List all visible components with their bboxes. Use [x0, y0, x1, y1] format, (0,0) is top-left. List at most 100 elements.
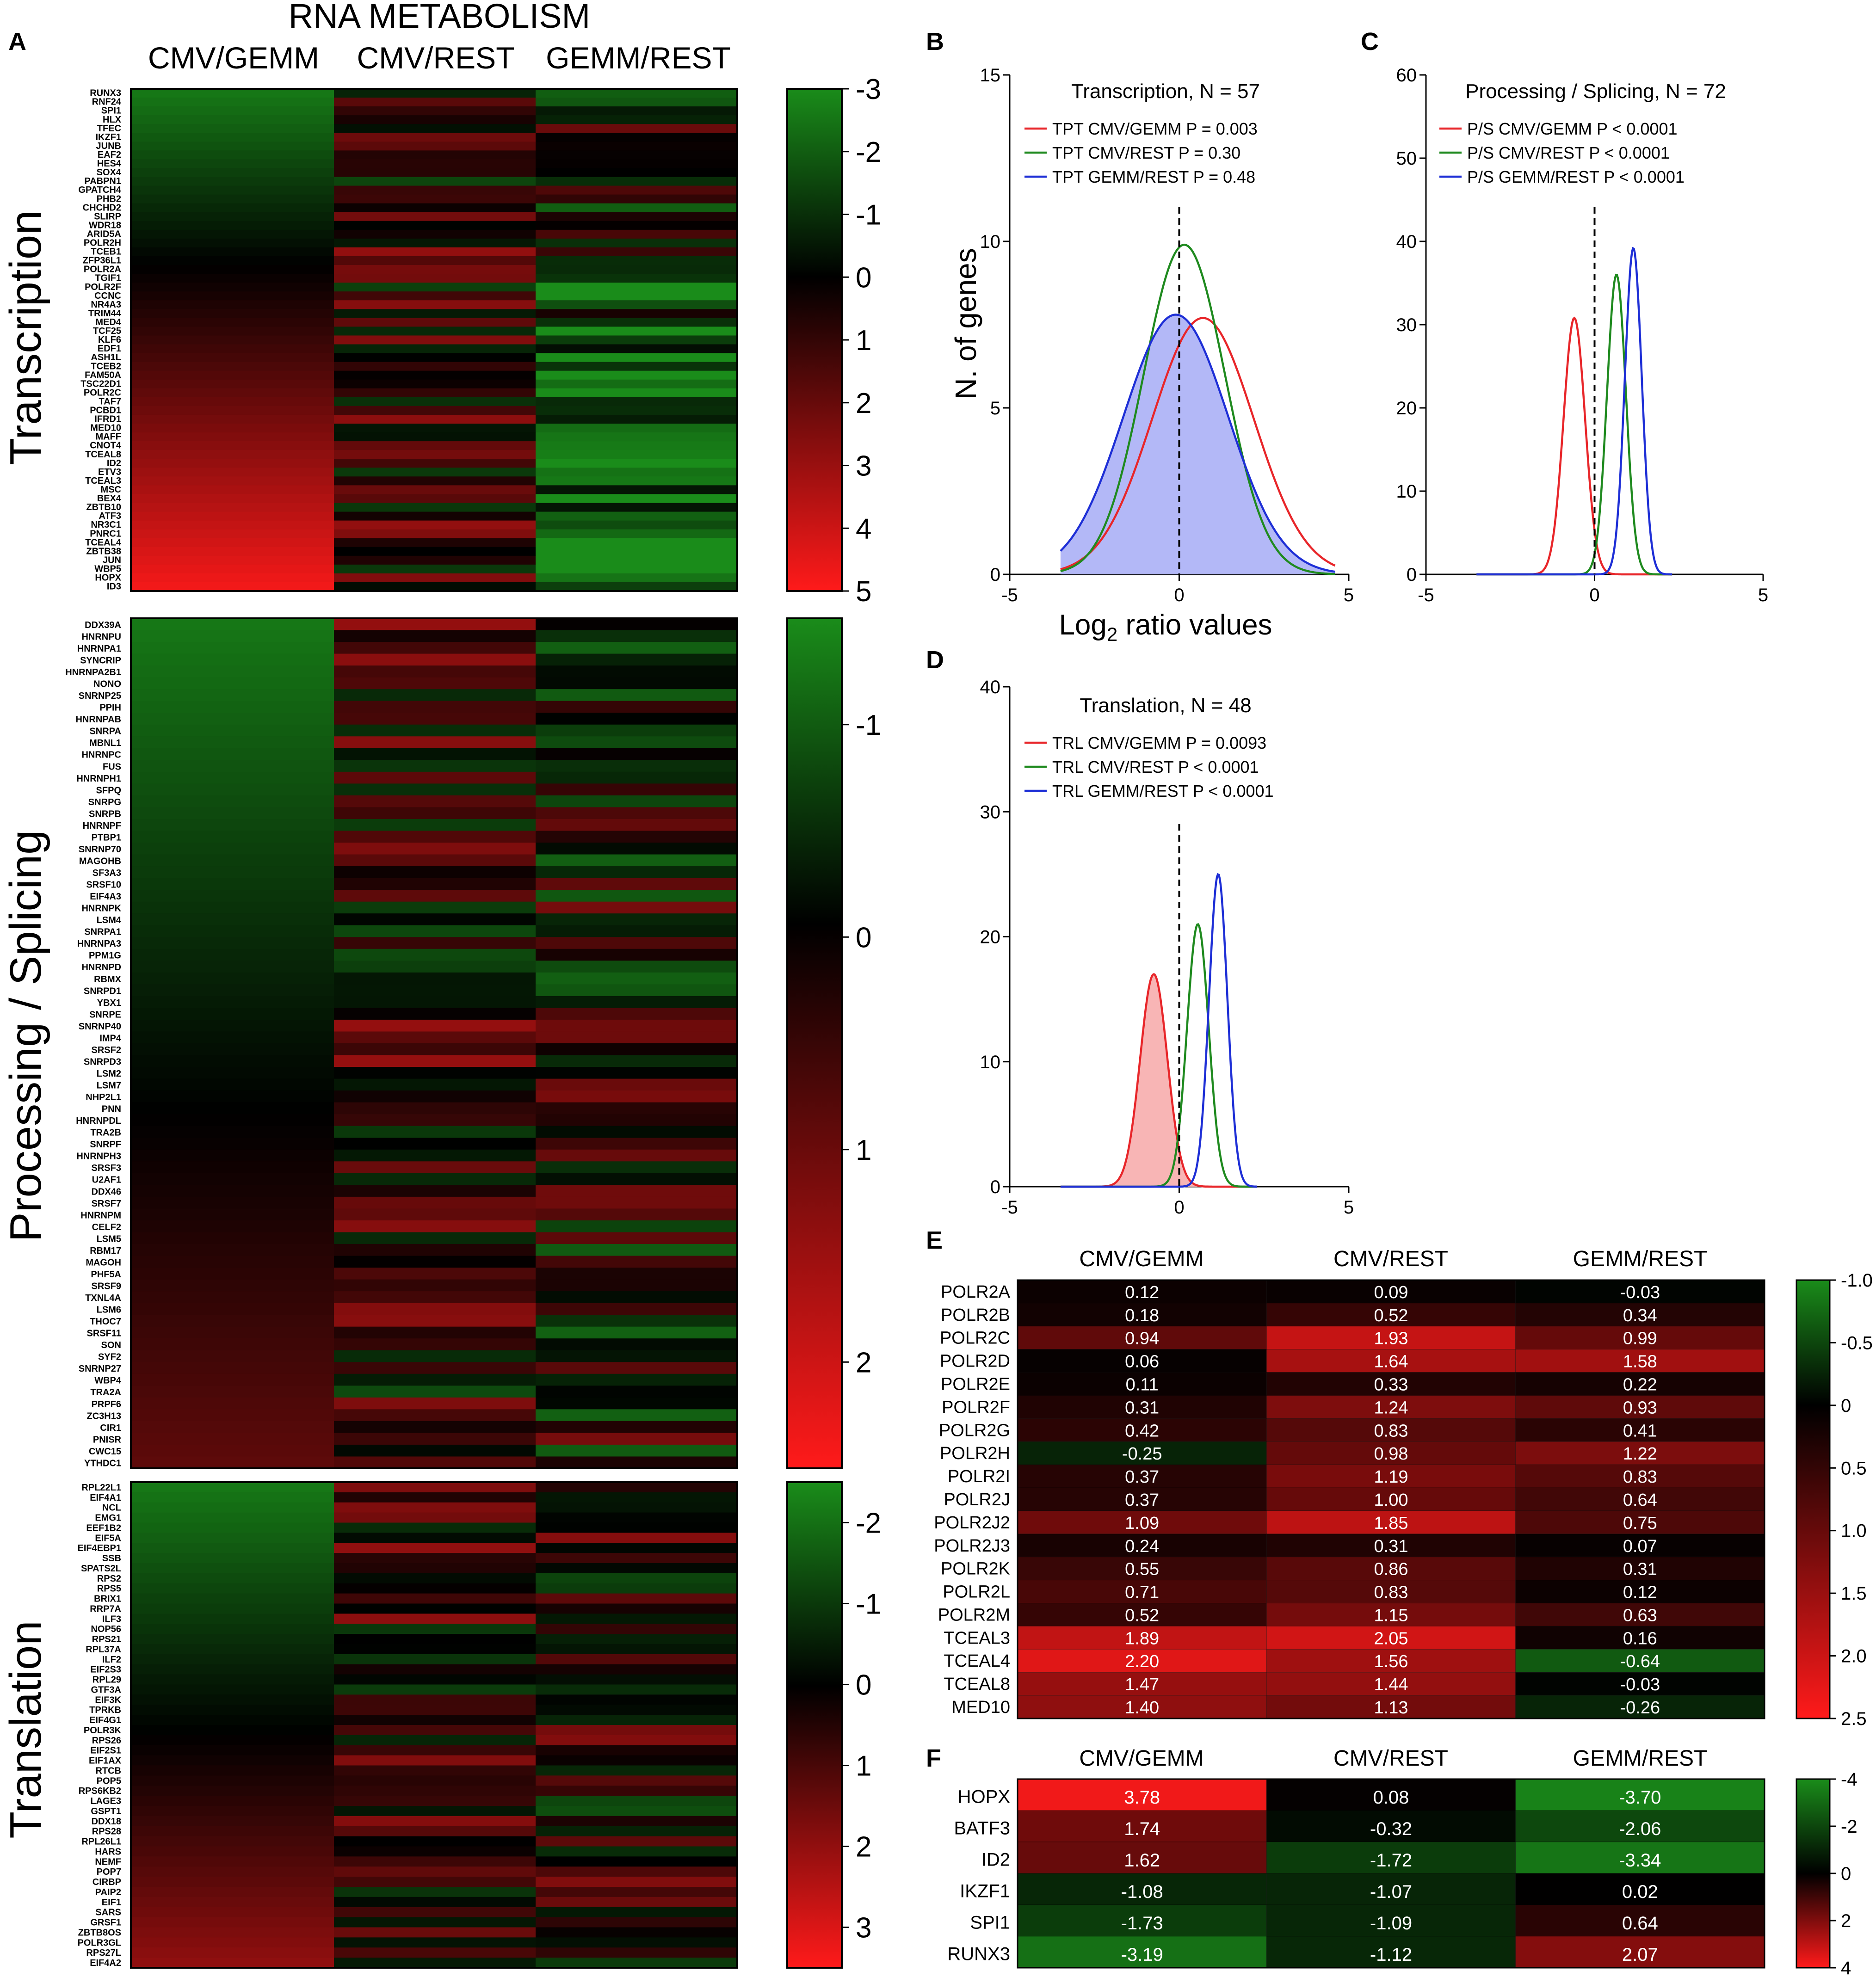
heat-cell — [1266, 1810, 1516, 1842]
heatmap-a-cell — [334, 771, 536, 784]
gene-label: GRSF1 — [90, 1918, 121, 1928]
heat-row-label: TCEAL4 — [944, 1651, 1010, 1671]
heatmap-a-cell — [334, 701, 536, 713]
legend-label: TPT GEMM/REST P = 0.48 — [1052, 167, 1255, 186]
heat-cell-value: 0.41 — [1623, 1421, 1657, 1441]
heatmap-a-cell — [132, 424, 334, 433]
heatmap-a-cell — [536, 1735, 738, 1746]
heatmap-a-cell — [334, 1291, 536, 1304]
heatmap-a-cell — [536, 807, 738, 819]
heatmap-a-cell — [536, 441, 738, 450]
heatmap-a-cell — [132, 529, 334, 539]
heatmap-a-cell — [132, 760, 334, 772]
gene-label: MED10 — [90, 423, 121, 433]
heat-cell-value: 0.83 — [1374, 1583, 1408, 1602]
heat-cell-value: 0.11 — [1126, 1375, 1159, 1394]
heatmap-a-cell — [132, 185, 334, 195]
heat-cell-value: -1.08 — [1121, 1882, 1163, 1902]
heatmap-a-cell — [132, 1614, 334, 1624]
heatmap-a-cell — [334, 1397, 536, 1410]
heatmap-a-cell — [536, 1573, 738, 1584]
heatmap-a-cell — [132, 1877, 334, 1887]
heatmap-a-cell — [536, 468, 738, 477]
heatmap-a-cell — [536, 1563, 738, 1574]
gene-label: SNRPB — [89, 809, 121, 819]
gene-label: PCBD1 — [90, 406, 121, 416]
gene-label: POLR2A — [84, 265, 121, 275]
gene-label: HNRNPF — [83, 821, 121, 831]
heatmap-a-cell — [132, 1745, 334, 1756]
heat-cell-value: 1.00 — [1374, 1490, 1408, 1510]
heatmap-a-cell — [132, 247, 334, 257]
heat-cell-value: 0.75 — [1623, 1514, 1657, 1533]
gene-label: JUNB — [96, 141, 121, 151]
heatmap-a-cell — [132, 335, 334, 345]
heatmap-a-cell — [132, 274, 334, 283]
heatmap-a-cell — [132, 238, 334, 248]
heatmap-a-cell — [334, 1244, 536, 1256]
heatmap-a-cell — [536, 370, 738, 380]
heat-cell — [1515, 1904, 1765, 1937]
heatmap-a-cell — [334, 1303, 536, 1315]
gene-label: SARS — [95, 1908, 121, 1918]
heatmap-a-cell — [132, 1161, 334, 1174]
heatmap-a-cell — [536, 529, 738, 539]
colorbar-tick-label: -1 — [856, 709, 881, 741]
heatmap-a-cell — [536, 1362, 738, 1374]
heatmap-a-cell — [334, 1326, 536, 1339]
heat-cell-value: 2.05 — [1374, 1629, 1408, 1648]
heatmap-a-cell — [536, 318, 738, 327]
gene-label: ZFP36L1 — [83, 256, 121, 266]
gene-label: POLR3K — [84, 1725, 122, 1736]
heatmap-a-cell — [536, 547, 738, 556]
heatmap-a-cell — [132, 1826, 334, 1837]
y-tick-label: 50 — [1396, 148, 1417, 169]
gene-label: MBNL1 — [89, 738, 121, 748]
heatmap-a-cell — [132, 1644, 334, 1655]
heatmap-a-cell — [536, 1291, 738, 1304]
heatmap-a-cell — [132, 1373, 334, 1386]
heatmap-a-cell — [334, 1512, 536, 1523]
heatmap-a-cell — [132, 1603, 334, 1614]
heatmap-a-cell — [132, 1755, 334, 1766]
heatmap-a-cell — [334, 1185, 536, 1197]
heatmap-a-cell — [536, 996, 738, 1009]
heatmap-a-cell — [334, 1745, 536, 1756]
heatmap-a-cell — [536, 878, 738, 890]
heatmap-a-cell — [132, 1008, 334, 1020]
gene-label: ID2 — [107, 458, 121, 468]
gene-label: POP5 — [97, 1776, 121, 1786]
heatmap-a-cell — [132, 807, 334, 819]
gene-label: ZC3H13 — [87, 1411, 121, 1421]
heat-cell-value: 1.58 — [1623, 1352, 1657, 1372]
legend-label: P/S CMV/REST P < 0.0001 — [1467, 143, 1670, 162]
heatmap-a-cell — [536, 485, 738, 495]
heat-cell-value: 1.19 — [1374, 1467, 1408, 1487]
gene-label: POLR2C — [84, 388, 121, 398]
heatmap-a-cell — [536, 972, 738, 985]
heatmap-a-cell — [334, 432, 536, 442]
heatmap-a-cell — [334, 1614, 536, 1624]
heat-cell-value: 0.07 — [1623, 1537, 1657, 1556]
colorbar-tick-label: -1.0 — [1841, 1270, 1873, 1291]
heat-row-label: POLR2L — [943, 1583, 1010, 1602]
heat-cell-value: 0.37 — [1125, 1467, 1159, 1487]
heat-cell-value: 0.71 — [1125, 1583, 1159, 1602]
heat-cell — [1017, 1873, 1267, 1905]
heatmap-a-cell — [536, 300, 738, 309]
y-tick-label: 5 — [990, 398, 1000, 419]
heatmap-a-cell — [132, 1019, 334, 1032]
heatmap-a-cell — [132, 168, 334, 178]
heatmap-a-cell — [132, 1482, 334, 1493]
gene-label: ILF2 — [102, 1655, 121, 1665]
heatmap-a-cell — [132, 1055, 334, 1067]
heat-cell — [1266, 1464, 1516, 1488]
gene-label: DDX39A — [85, 620, 121, 630]
gene-label: RPS28 — [92, 1827, 121, 1837]
heatmap-a-cell — [132, 362, 334, 371]
heatmap-a-cell — [536, 115, 738, 124]
gene-label: ZBTB38 — [86, 546, 121, 556]
heatmap-a-cell — [334, 1603, 536, 1614]
heatmap-a-cell — [334, 573, 536, 583]
heatmap-a-cell — [132, 344, 334, 354]
